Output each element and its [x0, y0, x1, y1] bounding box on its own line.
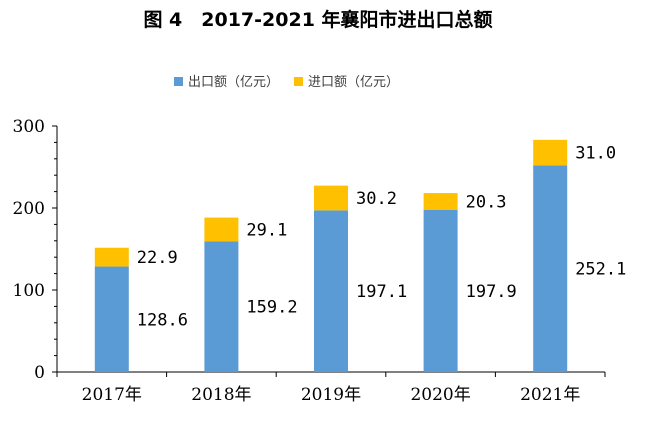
y-tick-label: 0: [34, 363, 45, 383]
bar-import: [314, 185, 348, 211]
legend-swatch-export: [174, 77, 183, 86]
bar-import: [94, 247, 129, 267]
x-tick-label: 2018年: [191, 385, 251, 405]
chart-title: 图 4 2017-2021 年襄阳市进出口总额: [143, 8, 492, 31]
data-label-export: 197.9: [466, 282, 517, 302]
legend-swatch-import: [294, 77, 303, 86]
bar-export: [94, 266, 129, 372]
bar-import: [204, 217, 239, 242]
data-label-import: 31.0: [575, 144, 616, 164]
legend-label-import: 进口额（亿元）: [308, 75, 399, 90]
bar-import: [423, 193, 458, 210]
data-label-export: 197.1: [356, 282, 407, 302]
bars: [94, 139, 568, 372]
data-label-import: 29.1: [246, 221, 287, 241]
y-tick-label: 200: [13, 199, 45, 219]
data-labels: 128.6 22.9 159.2 29.1 197.1 30.2 197.9 20.3 252.…: [137, 144, 627, 331]
legend: 出口额（亿元） 进口额（亿元）: [174, 75, 399, 90]
data-label-import: 22.9: [137, 248, 178, 268]
y-tick-label: 300: [13, 117, 45, 137]
bar-export: [423, 209, 458, 372]
y-tick-label: 100: [13, 281, 45, 301]
bar-export: [204, 241, 239, 372]
data-label-export: 128.6: [137, 310, 188, 330]
x-tick-label: 2019年: [301, 385, 361, 405]
y-ticks: 0 100 200 300: [13, 117, 57, 383]
bar-export: [533, 165, 568, 372]
x-tick-label: 2020年: [410, 385, 470, 405]
legend-label-export: 出口额（亿元）: [188, 75, 279, 90]
x-ticks: 2017年 2018年 2019年 2020年 2021年: [56, 372, 606, 405]
x-tick-label: 2021年: [520, 385, 580, 405]
data-label-import: 30.2: [356, 189, 397, 209]
data-label-import: 20.3: [466, 192, 507, 212]
data-label-export: 159.2: [246, 298, 297, 318]
x-tick-label: 2017年: [82, 385, 142, 405]
data-label-export: 252.1: [575, 260, 626, 280]
bar-import: [533, 139, 568, 166]
bar-export: [314, 210, 348, 372]
